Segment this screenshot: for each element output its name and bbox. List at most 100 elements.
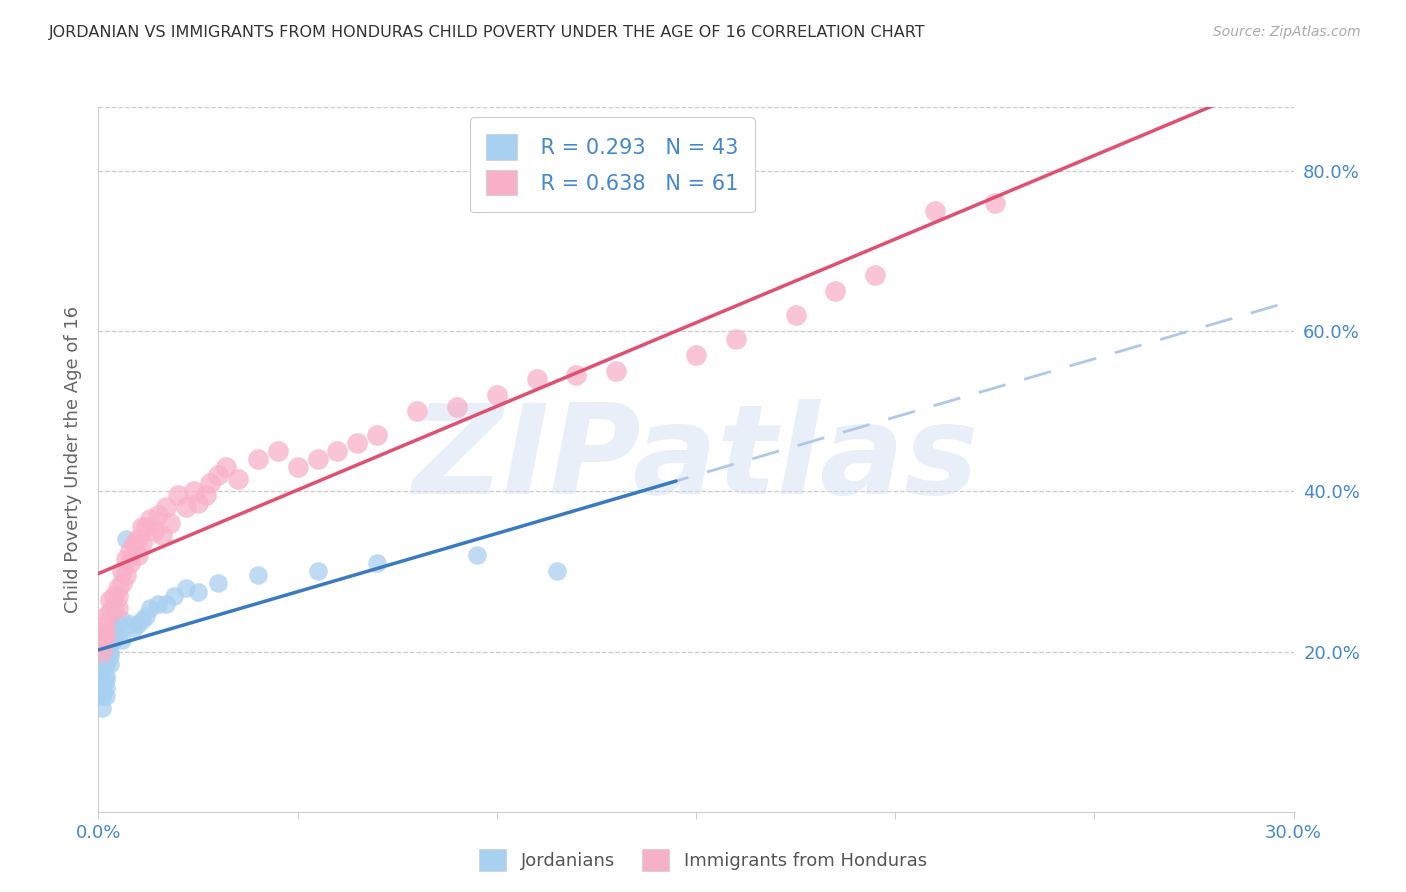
Point xyxy=(131,613,153,627)
Point xyxy=(96,608,118,623)
Point xyxy=(91,636,114,650)
Point xyxy=(307,452,329,467)
Point xyxy=(326,444,349,458)
Point xyxy=(107,600,129,615)
Point xyxy=(148,508,170,523)
Point xyxy=(96,689,118,703)
Legend: Jordanians, Immigrants from Honduras: Jordanians, Immigrants from Honduras xyxy=(472,842,934,879)
Point xyxy=(174,500,197,515)
Point xyxy=(226,472,249,486)
Point xyxy=(167,488,190,502)
Point xyxy=(107,616,129,631)
Point xyxy=(91,644,114,658)
Point xyxy=(183,484,205,499)
Text: ZIPatlas: ZIPatlas xyxy=(413,399,979,520)
Point xyxy=(111,576,134,591)
Point xyxy=(120,616,142,631)
Point xyxy=(115,568,138,582)
Point xyxy=(96,628,118,642)
Point xyxy=(107,581,129,595)
Point xyxy=(215,460,238,475)
Point xyxy=(91,689,114,703)
Point xyxy=(107,589,129,603)
Point xyxy=(127,616,149,631)
Point xyxy=(115,552,138,566)
Point xyxy=(605,364,627,378)
Point xyxy=(984,196,1007,211)
Point xyxy=(824,284,846,298)
Point xyxy=(565,368,588,383)
Point xyxy=(207,576,229,591)
Point xyxy=(96,673,118,687)
Point xyxy=(120,544,142,558)
Point xyxy=(91,660,114,674)
Point xyxy=(246,568,269,582)
Point xyxy=(98,648,122,663)
Legend:  R = 0.293   N = 43,  R = 0.638   N = 61: R = 0.293 N = 43, R = 0.638 N = 61 xyxy=(470,118,755,212)
Point xyxy=(96,657,118,671)
Point xyxy=(346,436,368,450)
Point xyxy=(307,565,329,579)
Point xyxy=(195,488,218,502)
Point xyxy=(485,388,508,402)
Point xyxy=(91,624,114,639)
Point xyxy=(111,613,134,627)
Point xyxy=(924,204,946,219)
Point xyxy=(246,452,269,467)
Point xyxy=(546,565,568,579)
Point xyxy=(98,628,122,642)
Point xyxy=(135,608,157,623)
Point xyxy=(115,533,138,547)
Point xyxy=(685,348,707,362)
Point xyxy=(91,689,114,703)
Point xyxy=(103,589,125,603)
Point xyxy=(143,524,166,539)
Point xyxy=(91,665,114,679)
Point xyxy=(187,496,209,510)
Point xyxy=(124,536,146,550)
Point xyxy=(865,268,887,283)
Point xyxy=(159,516,181,531)
Point xyxy=(150,528,173,542)
Point xyxy=(98,644,122,658)
Point xyxy=(103,632,125,647)
Point xyxy=(91,684,114,698)
Point xyxy=(98,657,122,671)
Point xyxy=(124,621,146,635)
Point xyxy=(465,549,488,563)
Point xyxy=(446,401,468,415)
Point xyxy=(155,500,177,515)
Point xyxy=(267,444,290,458)
Point xyxy=(366,428,388,442)
Point xyxy=(103,600,125,615)
Y-axis label: Child Poverty Under the Age of 16: Child Poverty Under the Age of 16 xyxy=(63,306,82,613)
Point xyxy=(139,512,162,526)
Point xyxy=(98,592,122,607)
Point xyxy=(131,536,153,550)
Point xyxy=(127,549,149,563)
Point xyxy=(96,681,118,695)
Point xyxy=(155,597,177,611)
Point xyxy=(135,520,157,534)
Point xyxy=(91,676,114,690)
Point xyxy=(785,308,807,322)
Point xyxy=(98,636,122,650)
Point xyxy=(98,605,122,619)
Point xyxy=(187,584,209,599)
Point xyxy=(287,460,309,475)
Point xyxy=(120,557,142,571)
Text: Source: ZipAtlas.com: Source: ZipAtlas.com xyxy=(1213,25,1361,39)
Point xyxy=(148,597,170,611)
Point xyxy=(111,632,134,647)
Point xyxy=(103,621,125,635)
Point xyxy=(207,468,229,483)
Point xyxy=(131,520,153,534)
Point xyxy=(366,557,388,571)
Point xyxy=(174,581,197,595)
Point xyxy=(198,476,221,491)
Point xyxy=(111,565,134,579)
Point xyxy=(526,372,548,386)
Point xyxy=(91,628,114,642)
Point xyxy=(96,668,118,682)
Point xyxy=(96,652,118,666)
